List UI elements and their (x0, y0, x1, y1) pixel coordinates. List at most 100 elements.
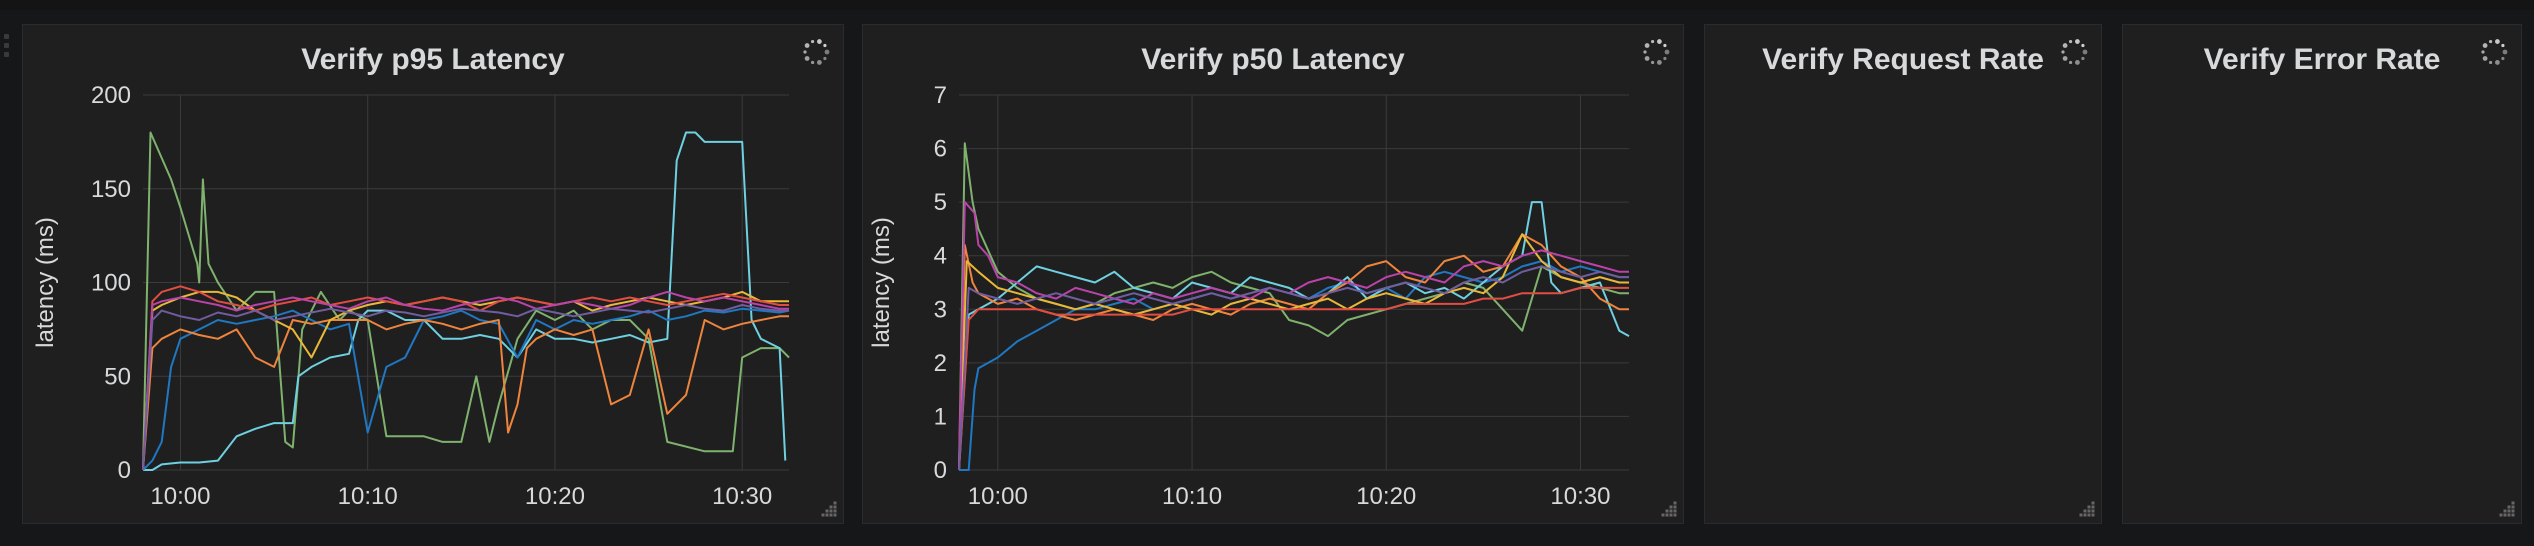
x-tick-label: 10:00 (968, 483, 1028, 510)
loading-spinner-icon (1643, 39, 1670, 65)
spinner-dot (1644, 56, 1650, 61)
resize-dot (1673, 513, 1677, 517)
y-tick-label: 0 (934, 457, 947, 484)
spinner-dot (804, 56, 810, 61)
series-line-0 (958, 142, 1629, 471)
x-tick-label: 10:30 (1550, 483, 1610, 510)
spinner-dot (2061, 50, 2065, 54)
resize-handle-icon[interactable] (1659, 499, 1679, 519)
resize-dot (1669, 509, 1673, 513)
panel-verify-p50-latency[interactable]: Verify p50 Latency 0 1 2 3 4 5 6 7 10:00 10:10 10:… (862, 24, 1684, 524)
resize-dot (2499, 513, 2503, 517)
spinner-dot (2062, 43, 2068, 48)
panel-title[interactable]: Verify p50 Latency (1141, 43, 1405, 76)
spinner-dot (2081, 56, 2085, 61)
resize-dot (833, 501, 837, 505)
series-line-1 (143, 131, 787, 471)
series-line-7 (142, 304, 789, 471)
x-tick-label: 10:00 (150, 483, 210, 510)
spinner-dot (816, 39, 822, 44)
loading-spinner-icon (803, 39, 830, 65)
resize-dot (2087, 513, 2091, 517)
resize-dot (2083, 509, 2087, 513)
series-line-3 (142, 315, 789, 471)
spinner-dot (803, 50, 807, 54)
x-tick-label: 10:10 (338, 483, 398, 510)
spinner-dot (824, 49, 830, 55)
y-tick-label: 1 (934, 403, 947, 430)
resize-handle-icon[interactable] (819, 499, 839, 519)
spinner-dot (2502, 49, 2508, 55)
resize-dot (2507, 513, 2511, 517)
y-tick-label: 7 (934, 82, 947, 109)
resize-dot (821, 513, 825, 517)
spinner-dot (2069, 60, 2073, 65)
spinner-dot (1656, 60, 1662, 65)
resize-dot (2511, 509, 2515, 513)
resize-dot (2091, 509, 2095, 513)
resize-dot (2087, 505, 2091, 509)
spinner-dot (2481, 50, 2485, 54)
x-tick-label: 10:20 (1356, 483, 1416, 510)
spinner-dot (1663, 43, 1667, 48)
resize-handle-icon[interactable] (2497, 499, 2517, 519)
resize-dot (2091, 501, 2095, 505)
resize-dot (2503, 509, 2507, 513)
y-tick-label: 200 (91, 82, 131, 109)
panel-title[interactable]: Verify Error Rate (2203, 43, 2441, 76)
resize-dot (833, 505, 837, 509)
p95-latency-chart: 0 50 100 150 200 10:00 10:10 10:20 10:30 latency … (32, 82, 790, 510)
resize-dot (2511, 513, 2515, 517)
resize-dot (1673, 501, 1677, 505)
dashboard-top-strip (0, 0, 2534, 10)
resize-dot (825, 513, 829, 517)
y-tick-label: 50 (104, 363, 131, 390)
resize-dot (2507, 505, 2511, 509)
resize-dot (1669, 505, 1673, 509)
resize-dot (1669, 513, 1673, 517)
spinner-dot (1663, 56, 1667, 61)
resize-dot (2507, 509, 2511, 513)
spinner-dot (2501, 43, 2505, 48)
spinner-dot (2074, 39, 2080, 44)
series-line-6 (142, 290, 789, 471)
resize-dot (825, 509, 829, 513)
y-tick-label: 6 (934, 136, 947, 163)
resize-dot (2083, 513, 2087, 517)
y-tick-label: 150 (91, 176, 131, 203)
spinner-dot (811, 39, 815, 44)
resize-dot (2087, 509, 2091, 513)
resize-handle-icon[interactable] (2077, 499, 2097, 519)
spinner-dot (1644, 43, 1650, 48)
series-group (142, 131, 790, 471)
grid-lines (959, 94, 1629, 471)
series-line-4 (142, 290, 789, 471)
spinner-dot (2069, 39, 2073, 44)
spinner-dot (811, 60, 815, 65)
resize-dot (1665, 513, 1669, 517)
series-line-5 (142, 285, 789, 471)
panel-verify-error-rate[interactable]: Verify Error Rate (2122, 24, 2522, 524)
spinner-dot (1651, 39, 1655, 44)
panel-verify-request-rate[interactable]: Verify Request Rate (1704, 24, 2102, 524)
row-drag-handle[interactable] (4, 34, 16, 68)
series-line-5 (958, 286, 1629, 471)
panel-title[interactable]: Verify p95 Latency (301, 43, 565, 76)
resize-dot (1673, 505, 1677, 509)
resize-dot (2511, 501, 2515, 505)
panel-verify-p95-latency[interactable]: Verify p95 Latency 0 50 100 150 200 10:00 10:1… (22, 24, 844, 524)
spinner-dot (1664, 49, 1670, 55)
resize-dot (2091, 513, 2095, 517)
x-tick-label: 10:20 (525, 483, 585, 510)
resize-dot (1665, 509, 1669, 513)
resize-dot (2511, 505, 2515, 509)
spinner-dot (2494, 60, 2500, 65)
spinner-dot (2489, 60, 2493, 65)
resize-dot (2079, 513, 2083, 517)
resize-dot (1673, 509, 1677, 513)
panel-title[interactable]: Verify Request Rate (1762, 43, 2044, 76)
spinner-dot (2062, 56, 2068, 61)
loading-spinner-icon (2061, 39, 2088, 65)
spinner-dot (2082, 49, 2088, 55)
spinner-dot (2482, 56, 2488, 61)
